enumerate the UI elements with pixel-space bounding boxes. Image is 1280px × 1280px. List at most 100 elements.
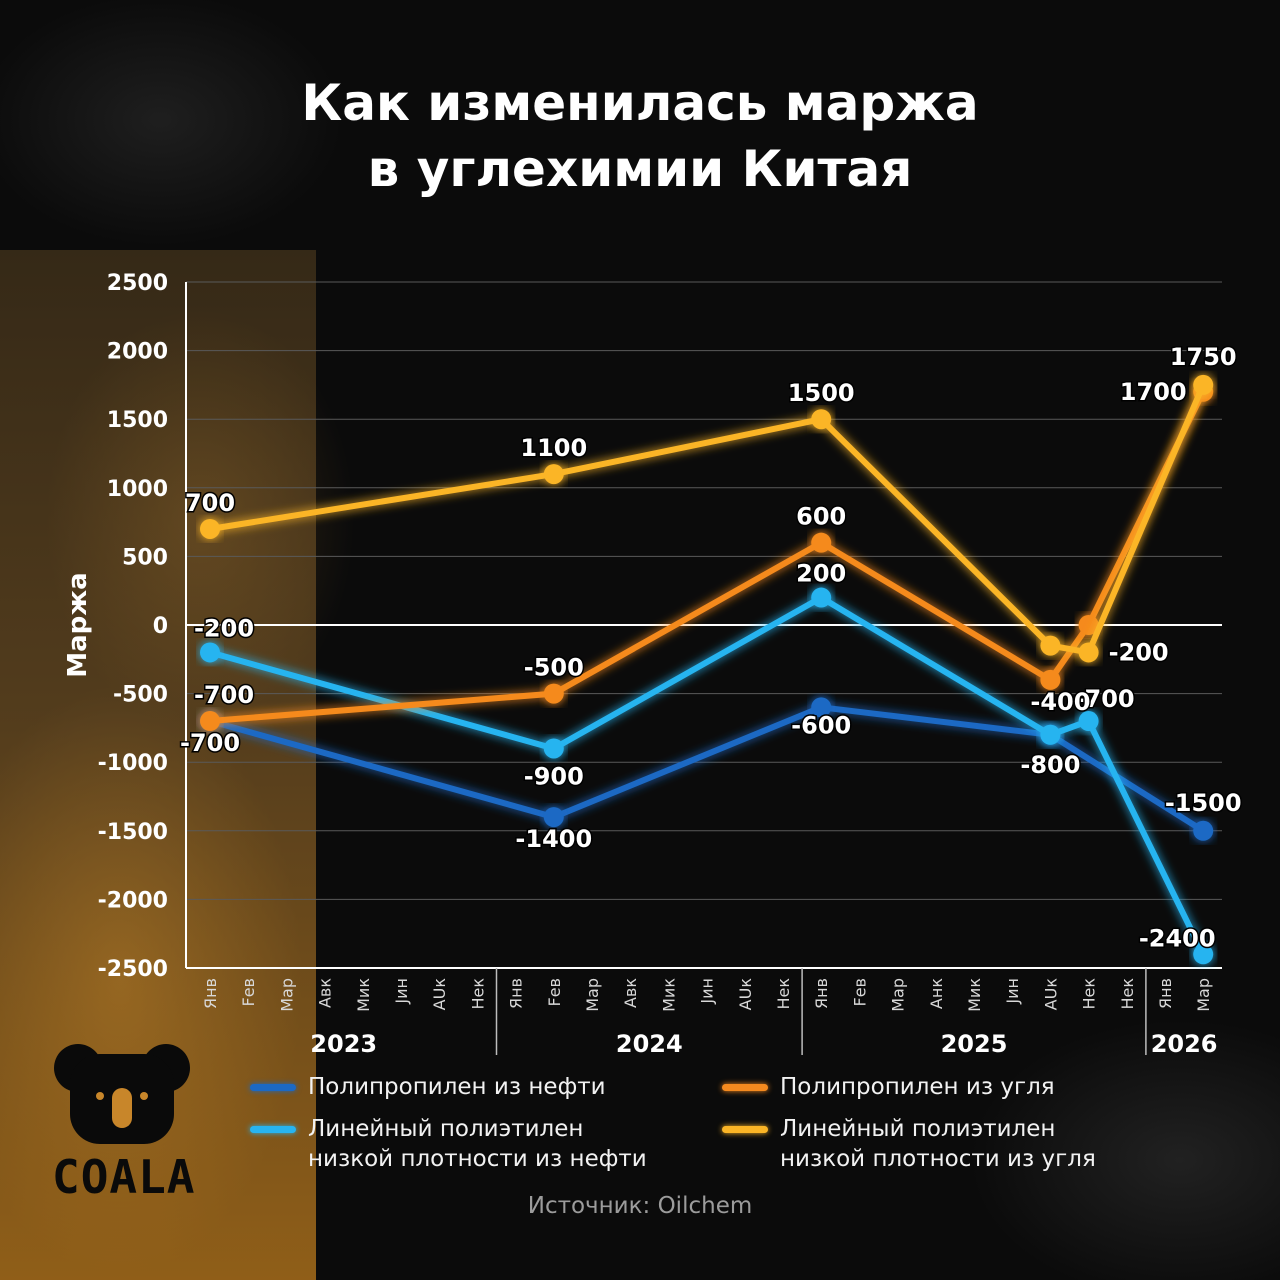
x-tick-label: Aвк [316, 978, 335, 1008]
x-tick-label: Нек [468, 978, 487, 1010]
data-label: 1750 [1170, 343, 1237, 371]
data-label: -800 [1020, 751, 1080, 779]
data-label: -700 [194, 681, 254, 709]
coala-logo: COALA [52, 1040, 196, 1210]
source-note: Источник: Oilchem [527, 1193, 753, 1219]
data-label: -900 [524, 762, 584, 790]
legend-label-lldpe-oil: Линейный полиэтилен низкой плотности из … [308, 1116, 647, 1172]
y-tick-label: 2500 [107, 271, 168, 296]
legend-swatch-pp-oil [250, 1084, 296, 1091]
data-point [543, 738, 564, 759]
logo-text: COALA [52, 1150, 196, 1204]
data-point [200, 642, 220, 663]
x-tick-label: Aнк [927, 978, 946, 1009]
legend: Полипропилен из нефти Полипропилен из уг… [250, 1072, 1150, 1182]
x-tick-label: Нек [1118, 978, 1137, 1010]
x-tick-label: Мaр [889, 978, 908, 1012]
y-tick-label: 1500 [107, 408, 168, 433]
data-point [1193, 820, 1214, 841]
y-tick-label: -500 [113, 683, 168, 708]
x-tick-label: AUк [1041, 978, 1060, 1011]
data-label: -600 [791, 711, 851, 739]
series-line [207, 381, 1207, 656]
y-tick-label: 500 [122, 545, 168, 570]
title-line-2: в углехимии Китая [367, 140, 913, 198]
legend-item-pp-coal: Полипропилен из угля [722, 1072, 1140, 1102]
page-title: Как изменилась маржа в углехимии Китая [0, 70, 1280, 202]
data-point [811, 587, 832, 608]
data-label: 700 [185, 489, 235, 517]
data-point [1040, 635, 1061, 656]
x-tick-label: Мик [965, 978, 984, 1012]
x-tick-label: Мик [659, 978, 678, 1012]
series-line [207, 594, 1207, 958]
data-point [1078, 615, 1099, 635]
legend-swatch-lldpe-coal [722, 1126, 768, 1133]
x-tick-label: Янв [201, 978, 220, 1009]
year-label: 2025 [941, 1030, 1008, 1058]
legend-swatch-lldpe-oil [250, 1126, 296, 1133]
data-label: 1700 [1120, 378, 1187, 406]
koala-icon [54, 1044, 190, 1144]
data-label: -700 [180, 729, 240, 757]
series-1 [200, 587, 1214, 965]
y-tick-label: -1000 [98, 751, 168, 776]
year-label: 2026 [1151, 1030, 1218, 1058]
data-label: 600 [796, 503, 846, 531]
data-point [811, 409, 832, 430]
x-tick-label: Fев [239, 978, 258, 1006]
data-label: -500 [524, 654, 584, 682]
data-label: 1100 [520, 434, 587, 462]
x-tick-label: Мар [1194, 978, 1213, 1012]
data-point [200, 518, 220, 539]
data-label: -200 [1109, 638, 1169, 666]
x-tick-label: Fев [850, 978, 869, 1006]
legend-item-pp-oil: Полипропилен из нефти [250, 1072, 668, 1102]
title-line-1: Как изменилась маржа [301, 74, 979, 132]
y-tick-label: -2000 [98, 888, 168, 913]
data-label: -400 [1030, 688, 1090, 716]
x-tick-label: Jин [392, 978, 411, 1005]
y-tick-label: 1000 [107, 477, 168, 502]
x-tick-label: Янв [1156, 978, 1175, 1009]
data-label: -2400 [1139, 924, 1216, 952]
data-point [1040, 669, 1061, 690]
series-line [207, 388, 1207, 724]
y-tick-label: 0 [153, 614, 168, 639]
data-label: -1400 [515, 825, 592, 853]
data-label: -700 [1075, 685, 1135, 713]
year-label: 2023 [310, 1030, 377, 1058]
x-tick-label: Нек [1080, 978, 1099, 1010]
year-label: 2024 [616, 1030, 683, 1058]
data-label: 200 [796, 560, 846, 588]
x-tick-label: Нек [774, 978, 793, 1010]
data-point [1193, 944, 1214, 965]
legend-item-lldpe-coal: Линейный полиэтилен низкой плотности из … [722, 1114, 1140, 1174]
data-point [1193, 374, 1214, 395]
y-tick-label: -1500 [98, 820, 168, 845]
data-label: 1500 [788, 379, 855, 407]
data-point [811, 532, 832, 553]
x-tick-label: Jин [1003, 978, 1022, 1005]
data-label: -200 [194, 614, 254, 642]
x-tick-label: Мар [583, 978, 602, 1012]
x-tick-label: Мар [277, 978, 296, 1012]
data-point [543, 807, 564, 828]
legend-label-lldpe-coal: Линейный полиэтилен низкой плотности из … [780, 1116, 1096, 1172]
legend-swatch-pp-coal [722, 1084, 768, 1091]
data-point [1078, 711, 1099, 732]
y-tick-label: 2000 [107, 340, 168, 365]
data-point [200, 711, 220, 732]
legend-item-lldpe-oil: Линейный полиэтилен низкой плотности из … [250, 1114, 668, 1174]
x-tick-label: Fев [545, 978, 564, 1006]
data-point [811, 697, 832, 718]
data-point [1040, 724, 1061, 745]
data-point [1078, 642, 1099, 663]
legend-label-pp-oil: Полипропилен из нефти [308, 1074, 606, 1100]
line-chart: 2500 2000 1500 1000 500 0 -500 -1000 -1500 -2000 -… [63, 271, 1243, 1058]
x-tick-label: AUк [430, 978, 449, 1011]
x-tick-label: Мик [354, 978, 373, 1012]
x-tick-label: Янв [812, 978, 831, 1009]
y-tick-label: -2500 [98, 957, 168, 982]
x-tick-label: Янв [507, 978, 526, 1009]
